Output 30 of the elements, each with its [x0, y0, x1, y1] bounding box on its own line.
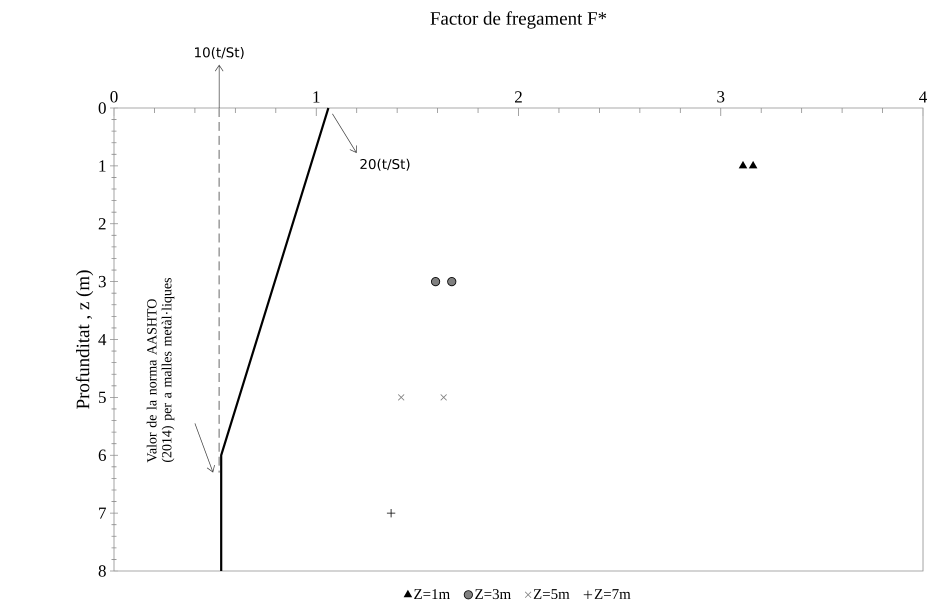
- point: [738, 161, 748, 168]
- annotation: 20(t/St): [360, 158, 410, 171]
- legend-label: Z=1m: [414, 589, 450, 599]
- legend-label: Z=3m: [475, 589, 511, 600]
- point: [431, 277, 440, 286]
- annotation: Valor de la norma AASHTO (2014) per a malles metàl·liques: [146, 278, 174, 462]
- x-tick-label: 1: [314, 91, 320, 102]
- y-tick-label: 8: [98, 565, 106, 577]
- point: [447, 277, 456, 286]
- y-tick-label: 5: [98, 392, 106, 404]
- x-tick-label: 2: [515, 91, 522, 102]
- y-tick-label: 2: [98, 218, 106, 230]
- y-tick-label: 4: [98, 334, 106, 346]
- y-axis-title: Profunditat , z (m): [76, 270, 94, 409]
- x-axis-title: Factor de fregament F*: [430, 11, 606, 29]
- annotation: 10(t/St): [195, 47, 244, 60]
- y-tick-label: 6: [98, 450, 106, 461]
- legend-label: Z=7m: [594, 589, 631, 599]
- y-tick-label: 7: [99, 508, 106, 519]
- x-tick-label: 3: [717, 91, 724, 102]
- legend-label: Z=5m: [534, 589, 570, 600]
- point: [398, 394, 405, 401]
- point: [440, 394, 448, 401]
- point: [749, 161, 758, 168]
- y-tick-label: 3: [98, 276, 106, 288]
- x-tick-label: 0: [110, 91, 118, 102]
- point: [386, 508, 396, 518]
- x-tick-label: 4: [919, 91, 927, 102]
- y-tick-label: 1: [99, 160, 106, 172]
- y-tick-label: 0: [98, 102, 106, 114]
